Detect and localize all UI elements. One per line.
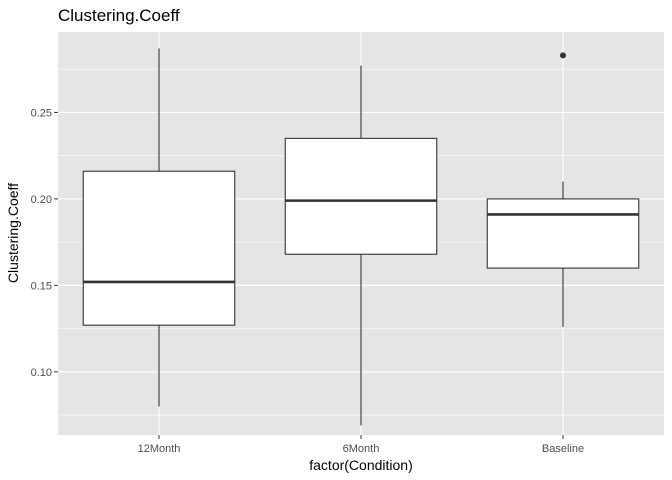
y-tick-label: 0.25: [31, 107, 52, 119]
iqr-box: [82, 170, 236, 326]
y-axis-title: Clustering.Coeff: [5, 183, 21, 283]
box-Baseline: [486, 52, 640, 327]
x-tick-label: 6Month: [343, 443, 380, 455]
y-tick-label: 0.20: [31, 194, 52, 206]
x-tick-label: 12Month: [138, 443, 181, 455]
x-tick-label: Baseline: [542, 443, 584, 455]
y-tick-label: 0.10: [31, 367, 52, 379]
outlier-point: [560, 52, 566, 59]
iqr-box: [486, 198, 640, 269]
x-axis-title: factor(Condition): [309, 457, 413, 473]
box-12Month: [82, 48, 236, 407]
chart-title: Clustering.Coeff: [58, 6, 180, 25]
iqr-box: [284, 137, 438, 255]
box-6Month: [284, 65, 438, 426]
y-tick-label: 0.15: [31, 280, 52, 292]
x-axis: 12Month 6Month Baseline: [138, 435, 584, 455]
boxes-layer: [82, 48, 640, 426]
y-axis: 0.10 0.15 0.20 0.25: [31, 107, 58, 379]
